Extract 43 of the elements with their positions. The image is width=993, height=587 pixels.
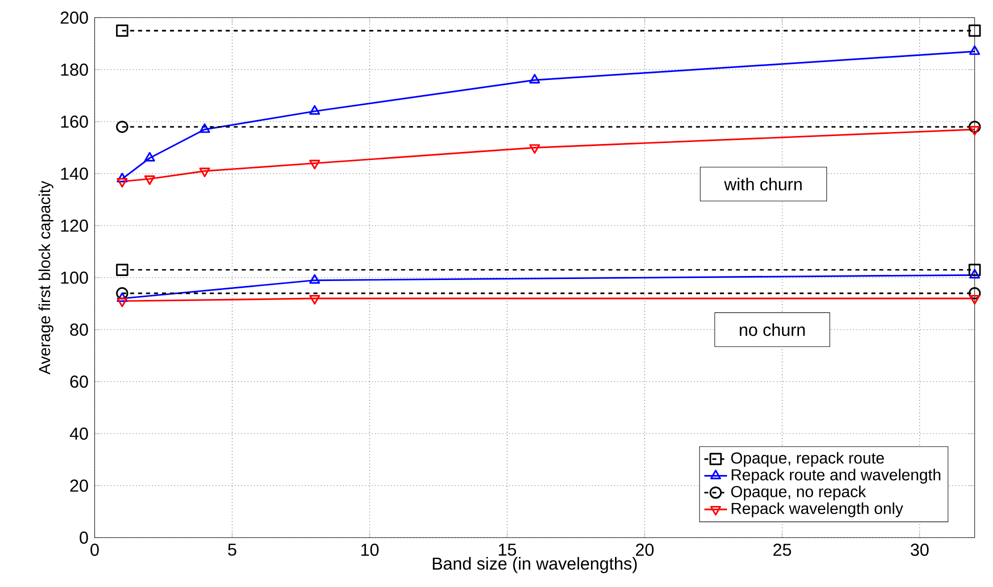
point <box>968 24 981 37</box>
y-tick-label: 160 <box>61 116 88 128</box>
y-tick-label: 180 <box>61 64 88 76</box>
y-tick-label: 200 <box>60 12 88 24</box>
legend-label: Repack wavelength only <box>732 502 904 518</box>
annotation: no churn <box>740 323 805 336</box>
y-tick-label: 120 <box>61 220 88 232</box>
point <box>968 287 981 300</box>
point <box>968 120 981 133</box>
legend-label: Repack route and wavelength <box>732 468 940 484</box>
legend-label: Opaque, repack route <box>731 452 884 467</box>
x-tick-label: 25 <box>773 544 792 556</box>
y-tick-label: 140 <box>61 168 88 180</box>
point <box>529 74 540 84</box>
x-tick-label: 5 <box>228 544 236 556</box>
point <box>116 292 128 302</box>
x-tick-label: 10 <box>361 544 379 556</box>
point <box>968 264 981 276</box>
y-tick-label: 40 <box>70 428 88 440</box>
y-tick-label: 60 <box>70 376 88 388</box>
point <box>969 268 980 279</box>
point <box>116 120 128 133</box>
y-axis-title: Average first block capacity <box>38 180 54 375</box>
y-tick-label: 0 <box>80 532 88 544</box>
x-tick-label: 0 <box>90 544 99 556</box>
point <box>116 172 128 182</box>
point <box>309 274 320 284</box>
point <box>116 287 128 300</box>
annotation: with churn <box>724 178 802 190</box>
point <box>969 45 980 55</box>
point <box>309 105 320 115</box>
point <box>144 152 156 162</box>
point <box>116 24 128 37</box>
x-axis-title: Band size (in wavelengths) <box>432 557 637 574</box>
y-tick-label: 80 <box>70 324 88 336</box>
x-tick-label: 30 <box>910 544 929 556</box>
legend-label: Opaque, no repack <box>731 486 866 500</box>
x-tick-label: 20 <box>636 544 654 556</box>
y-tick-label: 20 <box>70 480 88 492</box>
point <box>199 123 210 133</box>
y-tick-label: 100 <box>61 272 88 284</box>
point <box>116 264 128 276</box>
x-tick-label: 15 <box>498 544 516 556</box>
